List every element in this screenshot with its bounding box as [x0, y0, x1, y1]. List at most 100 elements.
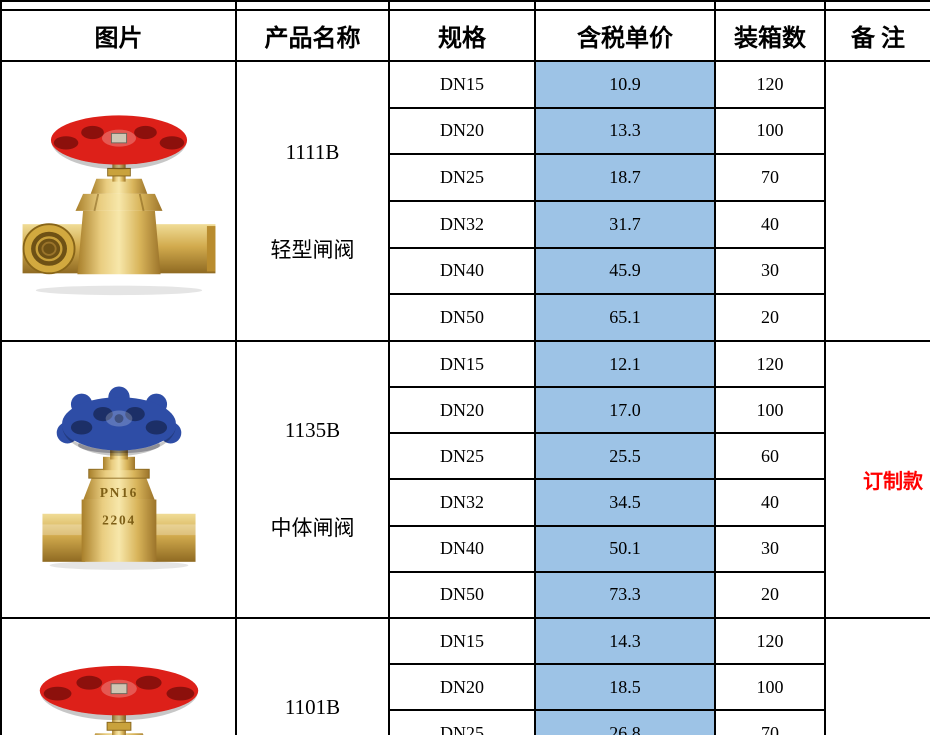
- spec-cell: DN20: [388, 106, 536, 156]
- qty-cell: 70: [714, 153, 826, 202]
- valve-handwheel: [56, 386, 181, 456]
- spec-cell: DN25: [388, 432, 536, 481]
- qty-cell: 40: [714, 478, 826, 527]
- price-cell: 12.1: [534, 339, 716, 389]
- product-name-cell: 1101B 中体闸阀: [235, 617, 390, 735]
- remark-cell: [824, 60, 930, 342]
- spec-cell: DN20: [388, 663, 536, 712]
- spec-cell: DN25: [388, 709, 536, 735]
- valve-photo-blue-handwheel: PN16 2204: [41, 386, 196, 570]
- spec-cell: DN50: [388, 293, 536, 342]
- valve-photo-red-handwheel: [22, 115, 215, 296]
- product-photo-cell-1135b: PN16 2204: [0, 340, 237, 619]
- price-cell: 65.1: [534, 293, 716, 342]
- product-code: 1135B: [284, 418, 341, 443]
- table-row: PN16 2204: [0, 339, 930, 619]
- product-name-cell: 1111B 轻型闸阀: [235, 60, 390, 342]
- price-cell: 34.5: [534, 478, 716, 527]
- price-cell: 26.8: [534, 709, 716, 735]
- valve-handwheel: [39, 665, 198, 721]
- qty-cell: 100: [714, 386, 826, 435]
- partial-cell: [534, 0, 716, 11]
- table-row: DN40 45.9 30: [1, 246, 930, 296]
- qty-cell: 70: [714, 709, 826, 735]
- valve-handwheel: [50, 115, 187, 170]
- spec-cell: DN50: [388, 570, 536, 620]
- price-cell: 25.5: [534, 432, 716, 481]
- qty-cell: 30: [714, 246, 826, 296]
- table-row: DN50 65.1 20: [1, 293, 930, 342]
- price-cell: 18.7: [534, 153, 716, 202]
- header-row: 图片 产品名称 规格 含税单价 装箱数 备 注: [0, 9, 930, 62]
- product-title: 中体闸阀: [270, 516, 355, 541]
- valve-marking-2204: 2204: [102, 512, 136, 527]
- table-row: DN32 31.7 40: [1, 199, 930, 249]
- qty-cell: 40: [714, 199, 826, 249]
- spec-cell: DN40: [388, 246, 536, 296]
- spec-cell: DN32: [388, 478, 536, 527]
- product-photo-wrap: [3, 655, 234, 735]
- header-product-name: 产品名称: [235, 9, 390, 62]
- partial-cell: [235, 0, 390, 11]
- partial-cell: [824, 0, 930, 11]
- partial-cell: [714, 0, 826, 11]
- spec-cell: DN25: [388, 153, 536, 202]
- table-row: DN25 25.5 60: [1, 432, 930, 481]
- price-cell: 14.3: [534, 616, 716, 666]
- table-row: DN25 18.7 70: [1, 153, 930, 202]
- table-row: DN20 18.5 100: [1, 663, 930, 712]
- table-row: 1101B 中体闸阀 DN15 14.3 120: [0, 616, 930, 735]
- price-cell: 13.3: [534, 106, 716, 156]
- valve-body: PN16 2204: [41, 439, 196, 562]
- qty-cell: 100: [714, 663, 826, 712]
- product-photo-cell-1101b: [0, 617, 237, 735]
- partial-cell: [0, 0, 237, 11]
- partial-cell: [388, 0, 536, 11]
- header-spec: 规格: [388, 9, 536, 62]
- table-row: DN32 34.5 40: [1, 478, 930, 527]
- product-photo-wrap: PN16 2204: [3, 378, 234, 581]
- spec-cell: DN15: [388, 60, 536, 109]
- partial-top-row: [0, 0, 930, 11]
- table-row: DN50 73.3 20: [1, 570, 930, 620]
- qty-cell: 60: [714, 432, 826, 481]
- price-cell: 45.9: [534, 246, 716, 296]
- product-code: 1111B: [285, 139, 340, 164]
- product-code: 1101B: [284, 695, 341, 720]
- qty-cell: 20: [714, 570, 826, 620]
- product-name-cell: 1135B 中体闸阀: [235, 340, 390, 619]
- table-row: DN40 50.1 30: [1, 524, 930, 573]
- remark-text: 订制款: [863, 471, 923, 493]
- table-row: DN25 26.8 70: [1, 709, 930, 735]
- header-price: 含税单价: [534, 9, 716, 62]
- product-photo-cell-1111b: [0, 60, 237, 342]
- price-cell: 73.3: [534, 570, 716, 620]
- qty-cell: 100: [714, 106, 826, 156]
- spec-cell: DN32: [388, 199, 536, 249]
- table-row: DN20 13.3 100: [1, 106, 930, 156]
- qty-cell: 30: [714, 524, 826, 573]
- remark-cell: 订制款: [824, 340, 930, 619]
- table-row: DN20 17.0 100: [1, 386, 930, 435]
- valve-photo-red-handwheel-wide: [39, 665, 198, 735]
- header-qty: 装箱数: [714, 9, 826, 62]
- product-title: 轻型闸阀: [270, 237, 355, 262]
- qty-cell: 120: [714, 616, 826, 666]
- price-cell: 18.5: [534, 663, 716, 712]
- qty-cell: 120: [714, 339, 826, 389]
- qty-cell: 20: [714, 293, 826, 342]
- price-cell: 17.0: [534, 386, 716, 435]
- header-remark: 备 注: [824, 9, 930, 62]
- header-image: 图片: [0, 9, 237, 62]
- spec-cell: DN40: [388, 524, 536, 573]
- price-cell: 31.7: [534, 199, 716, 249]
- spec-cell: DN15: [388, 616, 536, 666]
- price-cell: 50.1: [534, 524, 716, 573]
- price-cell: 10.9: [534, 60, 716, 109]
- table-row: 1111B 轻型闸阀 DN15 10.9 120: [0, 60, 930, 342]
- remark-cell: [824, 617, 930, 735]
- valve-body: [22, 151, 215, 275]
- spec-cell: DN20: [388, 386, 536, 435]
- spec-cell: DN15: [388, 339, 536, 389]
